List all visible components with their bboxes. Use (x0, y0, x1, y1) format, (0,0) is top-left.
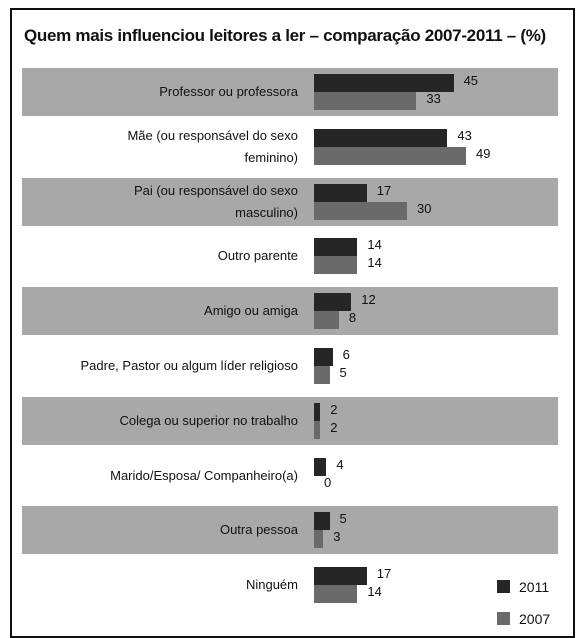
legend-swatch (497, 612, 510, 625)
value-label: 33 (426, 91, 441, 106)
value-label: 30 (417, 200, 432, 216)
bar (314, 146, 466, 165)
row-band (22, 506, 558, 555)
bar (314, 238, 358, 257)
value-label: 45 (463, 73, 479, 88)
bar (314, 311, 339, 330)
bar (314, 420, 321, 439)
bar (314, 567, 367, 586)
category-label: Professor ou professora (159, 84, 298, 99)
bar (314, 293, 352, 312)
category-label: Mãe (ou responsável do sexo feminino) (127, 127, 298, 165)
value-label: 14 (367, 237, 382, 253)
category-label: Pai (ou responsável do sexo masculino) (133, 182, 298, 220)
value-label: 5 (339, 365, 347, 380)
value-label: 49 (476, 145, 491, 161)
category-label: Outra pessoa (219, 522, 298, 538)
bar (314, 92, 417, 110)
value-label: 17 (376, 566, 392, 582)
chart: Quem mais influenciou leitores a ler – c… (10, 8, 575, 638)
bar (314, 585, 358, 604)
chart-title: Quem mais influenciou leitores a ler – c… (24, 26, 546, 45)
category-label: Padre, Pastor ou algum líder religioso (80, 358, 298, 373)
value-label: 17 (376, 182, 392, 198)
value-label: 14 (367, 255, 382, 271)
value-label: 0 (324, 474, 332, 490)
value-label: 2 (330, 401, 338, 417)
row-band (22, 177, 558, 226)
value-label: 43 (457, 127, 472, 143)
category-label: Colega ou superior no trabalho (119, 412, 298, 428)
category-label: Outro parente (217, 248, 298, 264)
category-label: Amigo ou amiga (204, 303, 298, 319)
bar (314, 256, 358, 275)
category-label: Ninguém (245, 577, 298, 593)
value-label: 5 (339, 511, 347, 527)
bar (314, 457, 327, 476)
value-label: 12 (361, 292, 376, 308)
bar (314, 128, 448, 147)
bar (314, 183, 367, 202)
legend-label: 2007 (519, 611, 551, 627)
bar (314, 74, 454, 92)
legend-label: 2011 (519, 579, 550, 595)
bar (314, 530, 324, 549)
value-label: 6 (342, 347, 350, 362)
value-label: 8 (348, 310, 357, 326)
value-label: 4 (336, 456, 344, 472)
row-band (22, 396, 558, 445)
bar (314, 512, 330, 531)
bar (314, 348, 333, 366)
value-label: 3 (333, 529, 341, 545)
row-band (22, 68, 558, 116)
row-band (22, 287, 558, 336)
value-label: 14 (367, 584, 382, 600)
bar (314, 201, 408, 220)
value-label: 2 (330, 419, 338, 435)
bar (314, 366, 330, 384)
legend-swatch (497, 580, 510, 593)
bar (314, 402, 321, 421)
category-label: Marido/Esposa/ Companheiro(a) (110, 467, 298, 483)
